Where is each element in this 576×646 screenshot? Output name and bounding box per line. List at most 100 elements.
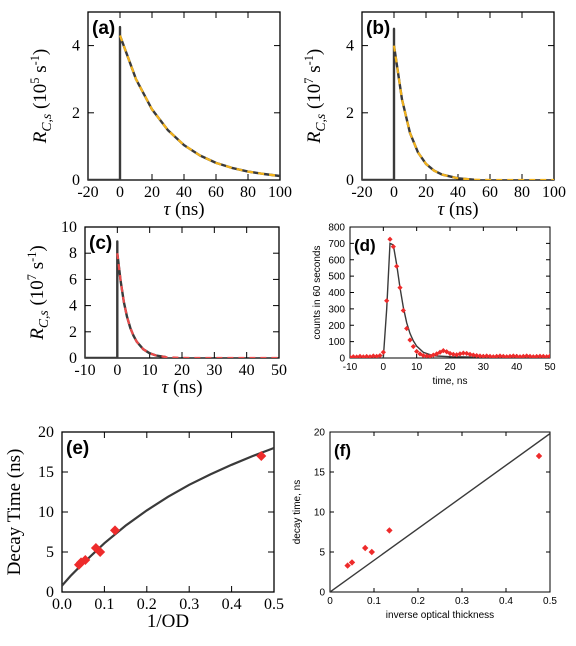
x-tick-label: 0.1 xyxy=(367,596,381,607)
x-tick-label: -20 xyxy=(351,184,372,201)
x-tick-label: -10 xyxy=(343,362,358,373)
y-axis-label: RC,s (107 s-1) xyxy=(25,245,51,341)
y-tick-label: 800 xyxy=(328,223,345,234)
fit-line xyxy=(330,433,550,592)
plot-area xyxy=(62,446,274,587)
chart-panel-4: -10 0 10 20 30 40 500100200300400500600700800t… xyxy=(312,223,556,388)
data-point xyxy=(400,307,406,314)
y-tick-label: 4 xyxy=(69,298,77,315)
x-axis-label: τ (ns) xyxy=(163,199,204,220)
plot-area xyxy=(362,27,554,180)
data-point xyxy=(480,353,486,358)
x-tick-label: 0 xyxy=(116,184,124,201)
x-tick-label: 0 xyxy=(381,362,387,373)
data-point xyxy=(362,544,369,552)
data-point xyxy=(390,244,396,250)
x-tick-label: 60 xyxy=(482,184,498,201)
data-point xyxy=(504,354,510,358)
data-point xyxy=(368,548,375,556)
x-tick-label: 40 xyxy=(239,362,255,379)
data-point xyxy=(507,353,513,358)
data-point xyxy=(377,352,383,358)
y-tick-label: 20 xyxy=(38,424,54,441)
x-axis-label: τ (ns) xyxy=(437,199,478,220)
y-tick-label: 4 xyxy=(346,38,354,55)
x-tick-label: 20 xyxy=(444,362,456,373)
x-tick-label: -10 xyxy=(74,362,95,379)
x-tick-label: 80 xyxy=(240,184,256,201)
data-point xyxy=(520,353,526,358)
y-tick-label: 0 xyxy=(319,588,325,599)
y-tick-label: 500 xyxy=(328,272,345,283)
x-tick-label: 30 xyxy=(478,362,490,373)
plot-frame xyxy=(361,11,555,181)
data-point xyxy=(110,525,120,536)
fit-curve-dashed xyxy=(118,35,280,178)
plot-area xyxy=(85,240,279,358)
y-axis-label: decay time, ns xyxy=(292,480,303,544)
y-tick-label: 8 xyxy=(69,245,77,262)
x-axis-label: τ (ns) xyxy=(161,377,202,398)
y-tick-label: 20 xyxy=(314,428,326,439)
data-point xyxy=(380,349,386,355)
x-tick-label: 40 xyxy=(511,362,523,373)
data-point xyxy=(374,353,380,358)
y-axis-label: counts in 60 seconds xyxy=(312,246,323,340)
data-point xyxy=(348,559,356,566)
data-point xyxy=(470,352,476,358)
panel-label: (f) xyxy=(334,441,351,460)
y-tick-label: 5 xyxy=(46,544,54,561)
data-point xyxy=(535,452,543,460)
y-axis-label: Decay Time (ns) xyxy=(4,449,25,576)
x-tick-label: 0.3 xyxy=(455,596,469,607)
y-tick-label: 0 xyxy=(346,172,354,189)
data-point xyxy=(444,349,450,355)
y-tick-label: 10 xyxy=(61,219,77,236)
data-point xyxy=(517,354,523,358)
data-point xyxy=(420,352,426,358)
x-axis-label: time, ns xyxy=(432,376,467,387)
x-tick-label: 100 xyxy=(268,184,292,201)
data-point xyxy=(474,352,480,358)
data-point xyxy=(387,236,393,242)
data-curve xyxy=(362,27,475,180)
y-tick-label: 400 xyxy=(328,288,345,299)
x-tick-label: 0.5 xyxy=(543,596,557,607)
y-tick-label: 2 xyxy=(69,324,77,341)
data-curve xyxy=(85,240,166,358)
data-point xyxy=(454,352,460,358)
plot-area xyxy=(330,433,550,592)
y-tick-label: 10 xyxy=(314,508,326,519)
data-point xyxy=(544,354,550,358)
fit-line xyxy=(62,446,274,587)
x-tick-label: 0.3 xyxy=(179,596,199,613)
x-tick-label: 20 xyxy=(418,184,434,201)
data-point xyxy=(354,354,360,358)
fit-curve-dashed xyxy=(116,253,279,358)
panel-label: (d) xyxy=(354,236,376,255)
data-point xyxy=(397,284,403,291)
x-tick-label: 80 xyxy=(514,184,530,201)
y-tick-label: 5 xyxy=(319,548,325,559)
y-tick-label: 200 xyxy=(328,321,345,332)
x-tick-label: 50 xyxy=(544,362,556,373)
data-point xyxy=(256,451,267,461)
y-tick-label: 0 xyxy=(72,172,80,189)
x-tick-label: 0.4 xyxy=(499,596,513,607)
x-tick-label: 40 xyxy=(450,184,466,201)
x-tick-label: 100 xyxy=(542,184,566,201)
x-tick-label: 0.1 xyxy=(94,596,114,613)
y-axis-label: RC,s (107 s-1) xyxy=(302,49,328,145)
data-point xyxy=(490,354,496,358)
y-tick-label: 0 xyxy=(339,354,345,365)
data-point xyxy=(547,353,550,358)
x-tick-label: 60 xyxy=(208,184,224,201)
x-tick-label: 0.2 xyxy=(411,596,425,607)
x-tick-label: 0.4 xyxy=(222,596,242,613)
y-tick-label: 100 xyxy=(328,337,345,348)
data-point xyxy=(450,351,456,357)
y-tick-label: 15 xyxy=(38,464,54,481)
